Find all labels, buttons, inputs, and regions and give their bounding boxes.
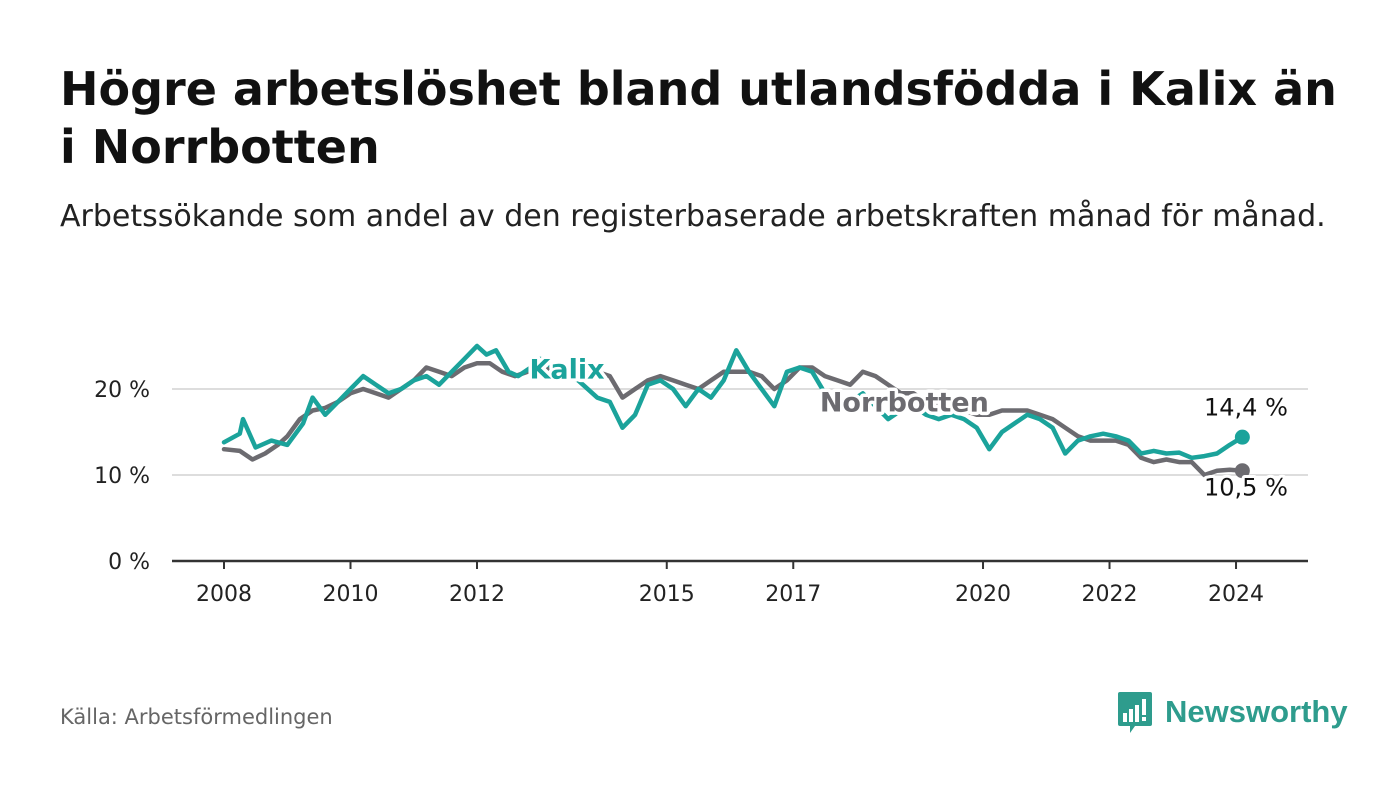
grid [172, 388, 1308, 476]
series-labels: Kalix Norrbotten 14,4 % 10,5 % [526, 351, 1291, 504]
end-value-norrbotten: 10,5 % [1204, 474, 1288, 502]
x-tick-label: 2015 [639, 582, 695, 607]
x-tick-label: 2022 [1082, 582, 1138, 607]
chart-subtitle: Arbetssökande som andel av den registerb… [60, 199, 1326, 234]
brand-name: Newsworthy [1165, 694, 1348, 729]
chart-title: Högre arbetslöshet bland utlandsfödda i … [60, 62, 1337, 174]
brand-logo[interactable]: Newsworthy [1117, 690, 1348, 734]
newsworthy-logo-icon [1118, 692, 1152, 733]
series-endpoint-norrbotten [1234, 463, 1250, 479]
end-value-kalix: 14,4 % [1204, 394, 1288, 422]
x-tick-label: 2024 [1208, 582, 1264, 607]
series-label-kalix: Kalix [530, 355, 605, 386]
series-endpoint-kalix [1234, 429, 1250, 445]
series-line-norrbotten [221, 360, 1245, 478]
line-chart: 0 % 10 % 20 % 2008 2010 2012 2015 2017 2020 2022… [94, 343, 1308, 607]
y-axis-labels: 0 % 10 % 20 % [94, 378, 150, 575]
y-tick-label: 10 % [94, 464, 150, 489]
x-axis: 2008 2010 2012 2015 2017 2020 2022 2024 [172, 559, 1308, 607]
series-lines [221, 343, 1250, 479]
x-tick-label: 2020 [955, 582, 1011, 607]
series-line-kalix [221, 343, 1245, 461]
y-tick-label: 0 % [108, 550, 150, 575]
y-tick-label: 20 % [94, 378, 150, 403]
x-tick-label: 2012 [449, 582, 505, 607]
series-label-norrbotten: Norrbotten [820, 387, 989, 418]
x-tick-label: 2008 [196, 582, 252, 607]
source-note: Källa: Arbetsförmedlingen [60, 705, 333, 729]
x-tick-label: 2017 [765, 582, 821, 607]
x-tick-label: 2010 [323, 582, 379, 607]
